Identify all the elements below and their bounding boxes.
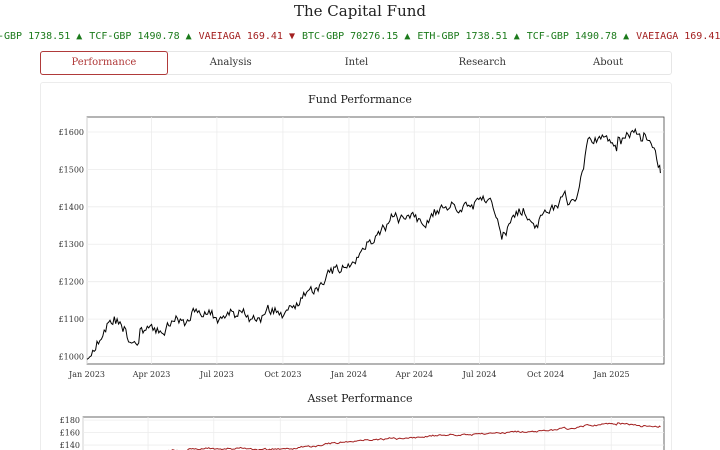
y-tick-label: £1400 [59,203,84,212]
tab-intel[interactable]: Intel [344,57,369,68]
price-ticker: -GBP 1738.51 ▲ TCF-GBP 1490.78 ▲ VAEIAGA 1… [0,28,720,46]
x-tick-label: Jul 2024 [462,370,497,379]
tab-analysis[interactable]: Analysis [209,57,252,68]
performance-panel [40,82,672,450]
ticker-item-label: VAEIAGA 169.41 [636,31,720,42]
y-tick-label: £140 [60,441,80,450]
x-tick-label: Apr 2024 [394,370,433,379]
fund-chart-title: Fund Performance [308,93,412,106]
series-line [167,422,661,450]
arrow-up-icon: ▲ [507,31,520,42]
ticker-item: ETH-GBP 1738.51 ▲ [417,31,519,42]
asset-chart-title: Asset Performance [307,392,413,405]
y-tick-label: £1500 [59,165,84,174]
arrow-up-icon: ▲ [70,31,83,42]
y-tick-label: £1100 [59,315,84,324]
arrow-up-icon: ▲ [398,31,411,42]
series-line [86,127,661,360]
arrow-down-icon: ▼ [282,31,295,42]
ticker-item-label: VAEIAGA 169.41 [198,31,283,42]
ticker-item-label: TCF-GBP 1490.78 [526,31,618,42]
fund-performance-chart: £1000 £1100 £1200 £1300 £1400 £1500 £1600 Jan 2… [59,116,665,379]
y-tick-label: £1200 [59,278,84,287]
y-tick-label: £180 [60,416,80,425]
y-tick-label: £1300 [59,240,84,249]
ticker-item: BTC-GBP 70276.15 ▲ [302,31,410,42]
x-tick-label: Oct 2023 [264,370,301,379]
tab-performance[interactable]: Performance [40,51,168,75]
x-tick-label: Jul 2023 [199,370,234,379]
tab-research[interactable]: Research [458,57,506,68]
ticker-item-label: BTC-GBP 70276.15 [302,31,399,42]
ticker-item: VAEIAGA 169.41 ▼ [199,31,295,42]
x-tick-label: Jan 2024 [330,370,367,379]
x-tick-label: Jan 2025 [593,370,630,379]
ticker-item-label: TCF-GBP 1490.78 [89,31,180,42]
ticker-track: -GBP 1738.51 ▲ TCF-GBP 1490.78 ▲ VAEIAGA 1… [0,28,720,46]
x-tick-label: Jan 2023 [68,370,105,379]
ticker-item: -GBP 1738.51 ▲ [0,31,82,42]
y-tick-label: £160 [60,429,80,438]
ticker-item-label: ETH-GBP 1738.51 [417,31,508,42]
ticker-item: TCF-GBP 1490.78 ▲ [527,31,629,42]
ticker-item: TCF-GBP 1490.78 ▲ [89,31,191,42]
y-tick-label: £1000 [59,353,84,362]
arrow-up-icon: ▲ [617,31,630,42]
ticker-item: VAEIAGA 169.41 ▼ [636,31,720,42]
x-tick-label: Apr 2023 [132,370,171,379]
y-tick-label: £1600 [59,128,84,137]
page-title: The Capital Fund [294,2,426,20]
tab-about[interactable]: About [593,57,624,68]
arrow-up-icon: ▲ [179,31,192,42]
tab-bar: Performance Analysis Intel Research About [40,51,672,75]
x-tick-label: Oct 2024 [527,370,564,379]
ticker-item-label: -GBP 1738.51 [0,31,71,42]
